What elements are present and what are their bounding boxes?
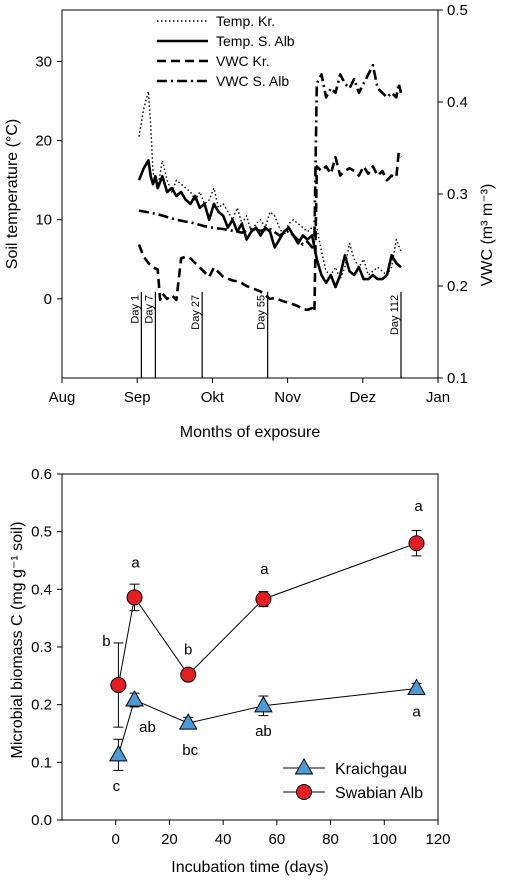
top-y-left-tick-label: 10 [35,212,52,229]
top-x-tick-label: Aug [49,389,76,406]
bottom-y-tick-label: 0.6 [31,466,52,483]
data-point-triangle [109,744,128,762]
top-legend-label: Temp. S. Alb [216,33,295,49]
top-series-line [137,151,403,314]
significance-letter: a [260,561,269,578]
top-y-axis-left-label: Soil temperature (°C) [4,119,21,269]
bottom-x-axis-label: Incubation time (days) [171,859,328,876]
bottom-legend-label: Swabian Alb [335,785,423,802]
top-y-left-tick-label: 30 [35,53,52,70]
data-point-circle [180,666,197,683]
bottom-legend-marker [296,784,312,800]
data-point-triangle [178,713,198,730]
top-series-line [138,63,403,249]
data-point-triangle [254,695,273,713]
bottom-y-tick-label: 0.1 [31,754,52,771]
top-x-tick-label: Dez [349,389,376,406]
top-y-left-tick-label: 20 [35,133,52,150]
bottom-x-tick-label: 100 [372,831,397,848]
data-point-triangle [125,690,144,707]
data-point-circle [408,535,425,552]
bottom-x-tick-label: 80 [322,831,339,848]
bottom-legend-marker [294,757,314,775]
significance-letter: b [184,642,192,659]
data-point-triangle [407,678,426,696]
top-y-right-tick-label: 0.1 [447,370,468,387]
bottom-y-tick-label: 0.5 [31,524,52,541]
significance-letter: bc [182,742,198,759]
day-marker-label: Day 1 [129,295,141,324]
bottom-x-tick-label: 0 [112,831,120,848]
top-series-line [138,90,402,280]
top-legend-label: VWC S. Alb [216,73,289,89]
significance-letter: ab [255,723,272,740]
data-point-circle [255,591,272,608]
bottom-x-tick-label: 20 [161,831,178,848]
top-x-tick-label: Sep [124,389,151,406]
data-point-circle [110,677,127,694]
significance-letter: a [131,554,140,571]
bottom-y-tick-label: 0.4 [31,581,52,598]
soil-conditions-chart: Aug Sep Okt Nov Dez Jan 0 10 20 30 0.1 0.2 0.3 0.4 0.5… [4,2,496,441]
bottom-y-tick-label: 0.0 [31,812,52,829]
top-x-tick-label: Jan [426,389,450,406]
top-x-tick-label: Nov [274,389,301,406]
top-x-tick-label: Okt [201,389,225,406]
data-point-circle [126,589,143,606]
day-marker-label: Day 112 [389,295,401,335]
day-marker-label: Day 7 [143,295,155,324]
bottom-legend-label: Kraichgau [335,761,407,778]
top-legend-label: VWC Kr. [216,53,270,69]
significance-letter: b [102,633,110,650]
top-y-right-tick-label: 0.4 [447,94,468,111]
bottom-x-tick-label: 60 [269,831,286,848]
top-x-axis-label: Months of exposure [180,424,321,441]
top-legend-label: Temp. Kr. [216,13,275,29]
day-marker-label: Day 55 [256,295,268,330]
bottom-x-tick-label: 40 [215,831,232,848]
top-y-axis-right-label: VWC (m³ m⁻³) [479,184,496,287]
top-y-right-tick-label: 0.2 [447,278,468,295]
top-series-line [137,159,402,289]
bottom-y-axis-label: Microbial biomass C (mg g⁻¹ soil) [9,522,26,759]
top-y-right-tick-label: 0.5 [447,2,468,19]
bottom-series-line [117,688,417,755]
significance-letter: a [414,498,423,515]
bottom-y-tick-label: 0.3 [31,639,52,656]
significance-letter: ab [139,719,156,736]
top-y-left-tick-label: 0 [44,291,52,308]
bottom-x-tick-label: 120 [425,831,450,848]
bottom-y-tick-label: 0.2 [31,697,52,714]
day-marker-label: Day 27 [190,295,202,330]
significance-letter: c [113,778,121,795]
top-y-right-tick-label: 0.3 [447,186,468,203]
significance-letter: a [412,704,421,721]
